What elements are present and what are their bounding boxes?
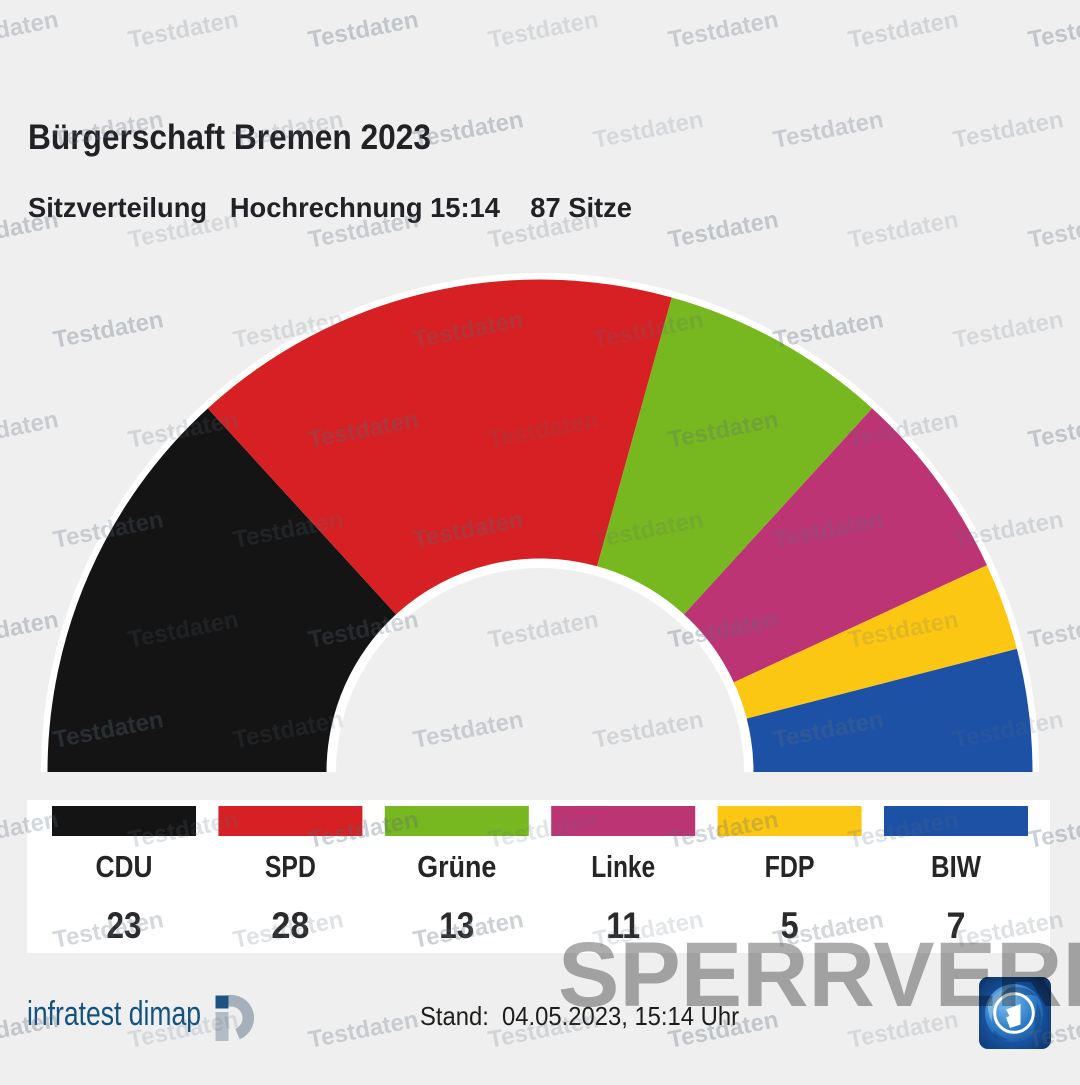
svg-text:Stand: 04.05.2023, 15:14 Uhr: Stand: 04.05.2023, 15:14 Uhr (420, 1001, 739, 1031)
svg-text:Bürgerschaft Bremen 2023: Bürgerschaft Bremen 2023 (28, 118, 431, 157)
svg-text:infratest dimap: infratest dimap (27, 995, 201, 1033)
svg-text:13: 13 (439, 905, 474, 946)
svg-text:28: 28 (271, 905, 309, 946)
svg-text:SPERRVERMERK: SPERRVERMERK (558, 924, 1080, 1026)
svg-text:7: 7 (947, 905, 966, 946)
svg-text:23: 23 (107, 905, 142, 946)
svg-text:11: 11 (606, 905, 640, 946)
svg-text:CDU: CDU (96, 849, 153, 884)
svg-text:BIW: BIW (931, 849, 982, 884)
svg-text:Grüne: Grüne (417, 849, 496, 884)
svg-text:5: 5 (781, 905, 799, 946)
svg-text:Sitzverteilung Hochrechnung: Sitzverteilung Hochrechnung 15:14 87 Sit… (28, 192, 632, 223)
svg-text:SPD: SPD (265, 849, 316, 884)
svg-text:FDP: FDP (765, 849, 815, 884)
svg-text:Linke: Linke (591, 849, 655, 884)
